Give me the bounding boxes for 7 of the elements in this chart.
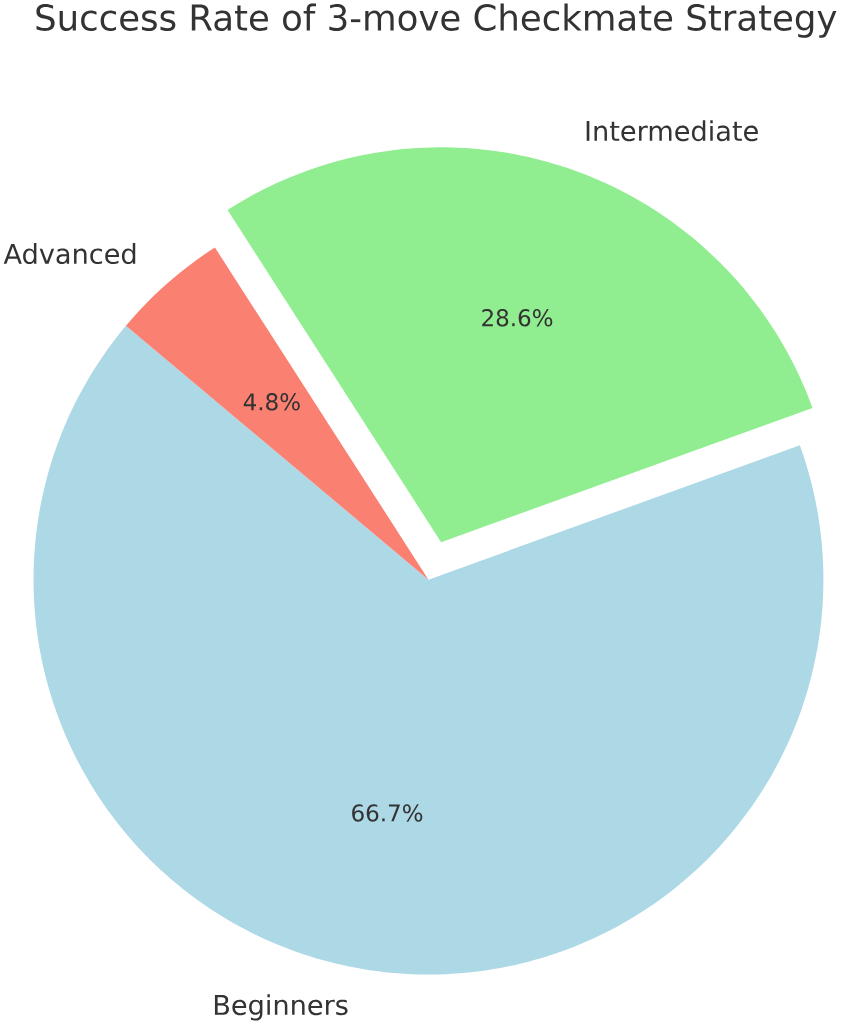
data-label: 66.7% [352, 804, 423, 822]
data-label: 28.6% [482, 309, 553, 327]
slice-label: Intermediate [586, 120, 758, 142]
slice-label: Beginners [214, 994, 348, 1021]
data-label: 4.8% [243, 393, 300, 411]
slice-label: Advanced [3, 243, 136, 265]
chart-title: Success Rate of 3-move Checkmate Strategy [36, 3, 837, 38]
